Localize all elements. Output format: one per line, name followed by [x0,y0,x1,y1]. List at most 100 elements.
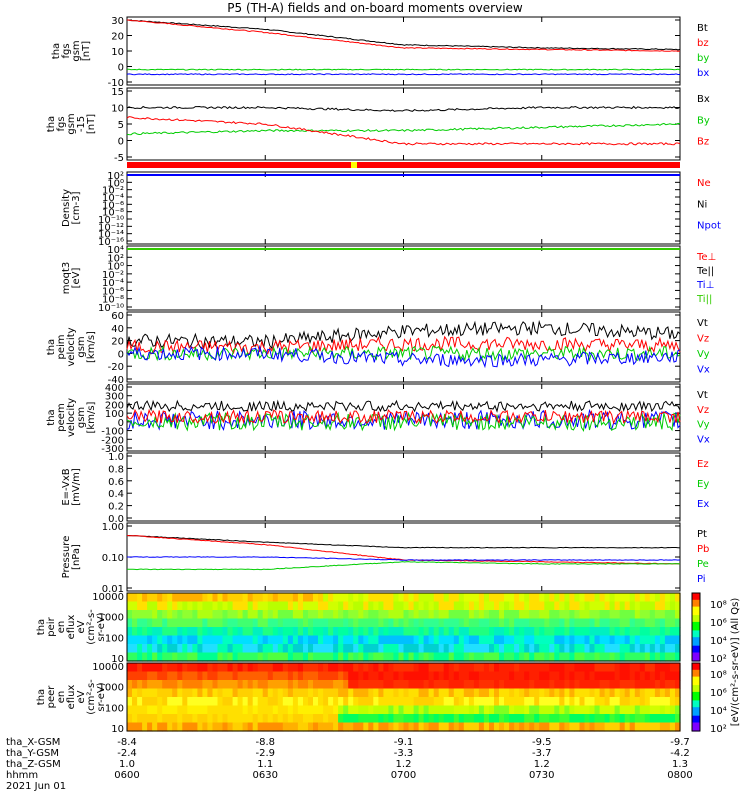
spectrogram-cell [368,593,374,603]
spectrogram-cell [534,652,540,662]
spectrogram-cell [675,618,681,628]
spectrogram-cell [614,722,621,732]
spectrogram-cell [584,593,591,603]
spectrogram-cell [554,635,560,645]
spectrogram-cell [589,593,596,603]
spectrogram-cell [438,593,445,603]
x-axis-value: 0630 [253,770,278,781]
spectrogram-cell [544,688,550,698]
legend-by: by [697,53,709,64]
spectrogram-cell [614,644,621,654]
spectrogram-cell [292,705,299,715]
spectrogram-cell [639,714,646,724]
spectrogram-cell [292,722,299,732]
spectrogram-cell [247,610,254,620]
spectrogram-cell [423,697,430,707]
spectrogram-cell [252,618,259,628]
spectrogram-cell [297,610,304,620]
spectrogram-cell [172,697,178,707]
spectrogram-cell [212,610,219,620]
y-axis-label-line: [km/s] [86,331,97,363]
y-axis-label-line: peem [56,403,67,431]
spectrogram-cell [433,593,440,603]
spectrogram-cell [453,610,460,620]
spectrogram-cell [142,644,148,654]
spectrogram-cell [569,722,575,732]
spectrogram-cell [247,705,254,715]
spectrogram-cell [514,671,520,681]
spectrogram-cell [323,697,329,707]
spectrogram-cell [539,635,545,645]
spectrogram-cell [192,610,198,620]
spectrogram-cell [348,722,354,732]
spectrogram-cell [358,680,364,690]
spectrogram-cell [292,627,299,637]
spectrogram-cell [629,705,636,715]
spectrogram-cell [549,644,555,654]
spectrogram-cell [644,705,651,715]
spectrogram-cell [564,688,570,698]
spectrogram-cell [187,610,193,620]
spectrogram-cell [177,705,183,715]
spectrogram-cell [167,644,173,654]
spectrogram-cell [433,663,440,673]
spectrogram-cell [584,697,591,707]
spectrogram-cell [544,722,550,732]
spectrogram-cell [614,671,621,681]
spectrogram-cell [353,663,359,673]
spectrogram-cell [574,722,580,732]
colorbar-cell [692,717,700,720]
spectrogram-cell [212,644,219,654]
spectrogram-cell [383,601,389,611]
spectrogram-cell [308,671,314,681]
spectrogram-cell [559,697,565,707]
spectrogram-cell [177,714,183,724]
spectrogram-cell [292,697,299,707]
spectrogram-cell [413,610,420,620]
spectrogram-cell [614,601,621,611]
spectrogram-cell [323,610,329,620]
spectrogram-cell [232,722,239,732]
spectrogram-cell [142,680,148,690]
spectrogram-cell [162,610,168,620]
y-tick-label: 400 [105,383,124,394]
spectrogram-cell [167,627,173,637]
colorbar-cell [692,712,700,715]
spectrogram-cell [358,722,364,732]
spectrogram-cell [499,627,505,637]
spectrogram-cell [328,671,334,681]
spectrogram-cell [297,593,304,603]
spectrogram-cell [403,705,410,715]
spectrogram-cell [579,722,586,732]
spectrogram-cell [654,680,661,690]
series-By [126,122,681,136]
spectrogram-cell [282,663,289,673]
spectrogram-cell [127,644,133,654]
spectrogram-cell [207,663,213,673]
spectrogram-cell [157,705,163,715]
spectrogram-cell [589,722,596,732]
spectrogram-cell [594,652,601,662]
colorbar-cell [692,613,700,616]
spectrogram-cell [328,697,334,707]
spectrogram-cell [338,593,344,603]
spectrogram-cell [207,601,213,611]
spectrogram-cell [504,627,510,637]
spectrogram-cell [489,618,495,628]
spectrogram-cell [494,663,500,673]
spectrogram-cell [333,663,339,673]
spectrogram-cell [182,688,188,698]
series-bz [126,19,681,52]
spectrogram-cell [142,697,148,707]
y-axis-label-line: gsm [76,336,87,357]
spectrogram-cell [197,671,203,681]
spectrogram-cell [383,627,389,637]
spectrogram-cell [433,644,440,654]
spectrogram-cell [132,644,138,654]
spectrogram-cell [222,644,229,654]
spectrogram-cell [318,601,324,611]
spectrogram-cell [594,644,601,654]
spectrogram-cell [473,627,480,637]
spectrogram-cell [358,618,364,628]
spectrogram-cell [589,688,596,698]
